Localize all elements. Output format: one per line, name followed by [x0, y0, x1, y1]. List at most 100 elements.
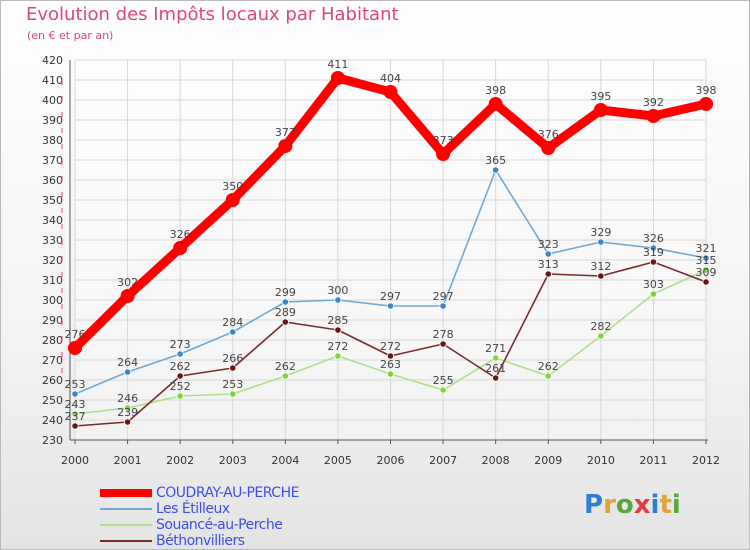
data-point	[330, 71, 345, 85]
data-point	[71, 410, 79, 418]
data-label: 297	[380, 290, 401, 303]
data-label: 299	[275, 286, 296, 299]
data-label: 321	[696, 242, 717, 255]
data-point	[702, 278, 710, 286]
data-label: 284	[222, 316, 243, 329]
data-label: 263	[380, 358, 401, 371]
x-tick-label: 2002	[166, 454, 194, 467]
data-label: 398	[485, 84, 506, 97]
y-tick-label: 420	[42, 54, 63, 67]
x-tick-label: 2005	[324, 454, 352, 467]
data-label: 262	[170, 360, 191, 373]
data-point	[597, 238, 605, 246]
data-label: 319	[643, 246, 664, 259]
data-label: 395	[590, 90, 611, 103]
data-label: 303	[643, 278, 664, 291]
data-label: 273	[170, 338, 191, 351]
data-label: 365	[485, 154, 506, 167]
data-label: 377	[275, 126, 296, 139]
y-tick-label: 330	[42, 234, 63, 247]
data-point	[281, 372, 289, 380]
data-point	[492, 166, 500, 174]
data-point	[176, 392, 184, 400]
data-label: 278	[433, 328, 454, 341]
y-tick-label: 240	[42, 414, 63, 427]
y-tick-label: 410	[42, 74, 63, 87]
data-label: 253	[222, 378, 243, 391]
data-point	[229, 364, 237, 372]
data-point	[225, 193, 240, 207]
chart-title: Evolution des Impôts locaux par Habitant	[26, 4, 399, 25]
y-tick-label: 370	[42, 154, 63, 167]
data-label: 264	[117, 356, 138, 369]
data-point	[386, 302, 395, 310]
data-point	[386, 352, 395, 360]
axis-layer: 230 240 250 260 270 280 290 300 310 320 330 340 350 3…	[42, 54, 720, 467]
y-tick-label: 270	[42, 354, 63, 367]
data-label: 404	[380, 72, 401, 85]
data-point	[649, 244, 658, 252]
data-point	[173, 241, 188, 255]
data-point	[71, 390, 79, 398]
data-label: 272	[327, 340, 348, 353]
x-tick-label: 2004	[271, 454, 299, 467]
data-label: 329	[590, 226, 611, 239]
data-label: 276	[65, 328, 86, 341]
x-tick-label: 2000	[61, 454, 89, 467]
data-point	[278, 139, 293, 153]
y-tick-label: 380	[42, 134, 63, 147]
data-label: 398	[696, 84, 717, 97]
data-point	[176, 372, 184, 380]
data-label: 373	[433, 134, 454, 147]
data-label: 246	[117, 392, 138, 405]
legend-swatch-souance	[100, 524, 152, 526]
data-point	[439, 386, 447, 394]
data-point	[281, 318, 289, 326]
x-tick-label: 2006	[377, 454, 405, 467]
y-tick-label: 390	[42, 114, 63, 127]
x-tick-label: 2007	[429, 454, 457, 467]
y-tick-label: 310	[42, 274, 63, 287]
data-point	[436, 147, 451, 161]
y-tick-label: 340	[42, 214, 63, 227]
x-tick-label: 2012	[692, 454, 720, 467]
data-label: 271	[485, 342, 506, 355]
data-label: 237	[65, 410, 86, 423]
data-label: 255	[433, 374, 454, 387]
data-label: 297	[433, 290, 454, 303]
x-tick-label: 2001	[114, 454, 142, 467]
data-point	[123, 418, 132, 426]
y-tick-label: 360	[42, 174, 63, 187]
data-label: 243	[65, 398, 86, 411]
legend-swatch-coudray	[100, 489, 152, 497]
data-label: 411	[327, 58, 348, 71]
data-point	[544, 372, 552, 380]
data-point	[229, 390, 237, 398]
data-label: 266	[222, 352, 243, 365]
data-label-layer: 253 264 273 284 299 300 297 297 365 323 329 326 321 2…	[65, 58, 717, 423]
data-point	[597, 272, 605, 280]
data-point	[488, 97, 503, 111]
y-tick-label: 290	[42, 314, 63, 327]
data-label: 261	[485, 362, 506, 375]
data-label: 252	[170, 380, 191, 393]
data-point	[383, 85, 398, 99]
series-layer	[68, 71, 713, 430]
data-point	[123, 404, 132, 412]
data-point	[334, 296, 342, 304]
legend-label-souance: Souancé-au-Perche	[156, 517, 283, 533]
data-point	[646, 109, 661, 123]
data-point	[702, 254, 710, 262]
chart-subtitle: (en € et par an)	[27, 29, 114, 42]
legend-label-coudray: COUDRAY-AU-PERCHE	[156, 485, 299, 501]
data-label: 312	[590, 260, 611, 273]
y-tick-label: 280	[42, 334, 63, 347]
x-tick-label: 2010	[587, 454, 615, 467]
x-tick-label: 2011	[639, 454, 667, 467]
data-label: 289	[275, 306, 296, 319]
data-point	[123, 368, 132, 376]
data-label: 302	[117, 276, 138, 289]
data-label: 262	[538, 360, 559, 373]
y-tick-label: 230	[42, 434, 63, 447]
data-label: 313	[538, 258, 559, 271]
